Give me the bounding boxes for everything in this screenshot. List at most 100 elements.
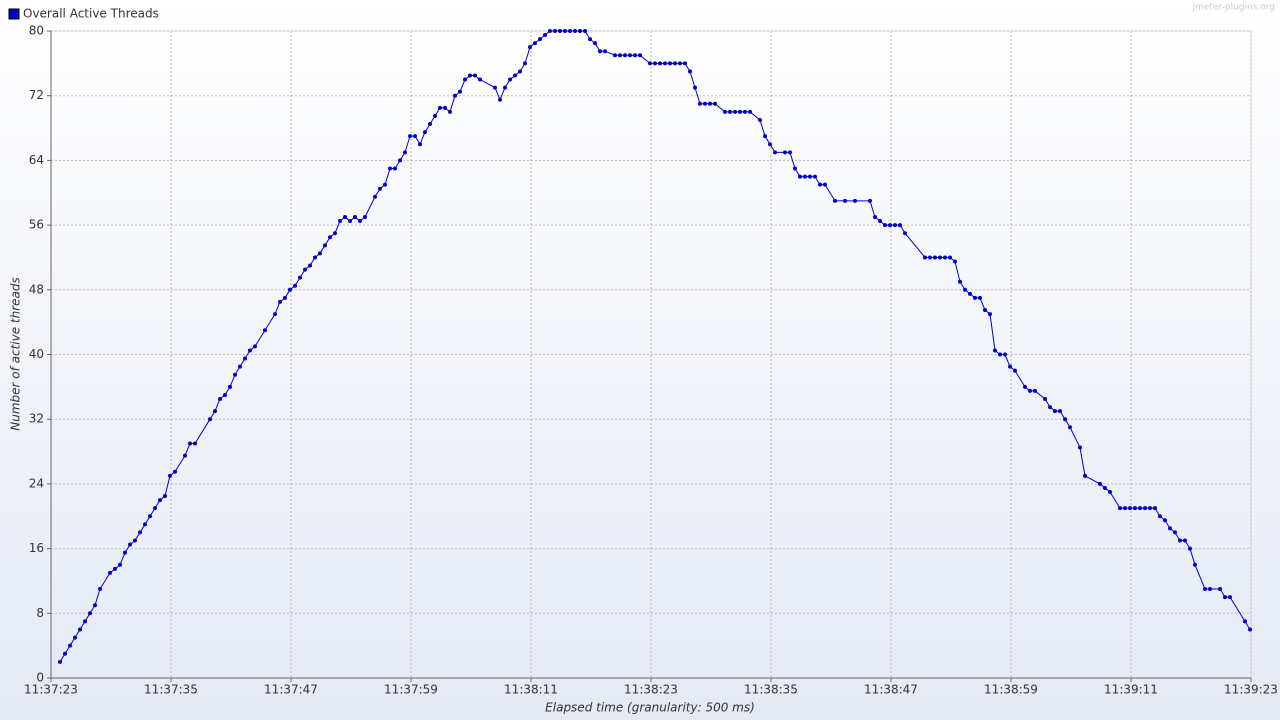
data-point [458, 89, 462, 94]
data-point [218, 396, 222, 401]
data-point [708, 101, 712, 106]
data-point [88, 611, 92, 616]
data-point [1188, 546, 1192, 551]
data-point [948, 255, 952, 260]
data-point [953, 259, 957, 264]
data-point [283, 295, 287, 300]
data-point [988, 312, 992, 317]
data-point [713, 101, 717, 106]
data-point [583, 29, 587, 33]
data-point [543, 33, 547, 38]
data-point [98, 587, 102, 592]
data-point [788, 150, 792, 155]
data-point [633, 53, 637, 58]
data-point [358, 219, 362, 224]
data-point [743, 109, 747, 114]
data-point [1043, 396, 1047, 401]
x-tick-label: 11:38:11 [504, 683, 558, 697]
data-point [338, 219, 342, 224]
data-point [938, 255, 942, 260]
data-point [228, 384, 232, 389]
data-point [958, 279, 962, 284]
data-point [553, 29, 557, 33]
data-point [1128, 506, 1132, 511]
data-point [1163, 518, 1167, 523]
data-point [113, 566, 117, 571]
data-point [548, 29, 552, 33]
data-point [533, 41, 537, 46]
data-point [123, 550, 127, 555]
data-point [133, 538, 137, 543]
data-point [783, 150, 787, 155]
data-point [798, 174, 802, 179]
data-point [293, 283, 297, 288]
data-point [723, 109, 727, 114]
data-point [1138, 506, 1142, 511]
data-point [598, 49, 602, 54]
data-point [253, 344, 257, 349]
y-tick-label: 48 [29, 282, 44, 296]
x-tick-label: 11:39:23 [1224, 683, 1278, 697]
y-tick-label: 40 [29, 347, 44, 361]
data-point [348, 219, 352, 224]
y-tick-label: 8 [36, 606, 44, 620]
data-point [1243, 619, 1247, 624]
data-point [878, 219, 882, 224]
data-point [628, 53, 632, 58]
data-point [158, 498, 162, 503]
data-point [923, 255, 927, 260]
watermark: jmeter-plugins.org [1192, 3, 1275, 13]
data-point [1178, 538, 1182, 543]
data-point [993, 348, 997, 353]
data-point [748, 109, 752, 114]
data-point [138, 530, 142, 535]
data-point [558, 29, 562, 33]
data-point [1183, 538, 1187, 543]
data-point [1103, 485, 1107, 490]
data-point [668, 61, 672, 66]
data-point [428, 122, 432, 127]
data-point [438, 105, 442, 110]
y-tick-label: 32 [29, 412, 44, 426]
data-point [343, 215, 347, 220]
x-tick-label: 11:38:23 [624, 683, 678, 697]
y-tick-label: 64 [29, 153, 44, 167]
data-point [278, 299, 282, 304]
data-point [93, 603, 97, 608]
data-point [413, 134, 417, 139]
data-point [873, 215, 877, 220]
data-point [888, 223, 892, 228]
data-point [1008, 364, 1012, 369]
data-point [768, 142, 772, 147]
data-point [733, 109, 737, 114]
data-point [1248, 627, 1252, 632]
data-point [398, 158, 402, 163]
x-tick-label: 11:38:59 [984, 683, 1038, 697]
data-point [963, 287, 967, 292]
data-point [168, 473, 172, 478]
data-point [328, 235, 332, 240]
x-axis-title: Elapsed time (granularity: 500 ms) [545, 701, 755, 715]
data-point [843, 198, 847, 203]
data-point [758, 117, 762, 122]
data-point [973, 295, 977, 300]
data-point [503, 85, 507, 90]
data-point [688, 69, 692, 74]
data-point [928, 255, 932, 260]
data-point [658, 61, 662, 66]
data-point [1058, 409, 1062, 414]
data-point [893, 223, 897, 228]
data-point [153, 506, 157, 511]
data-point [1053, 409, 1057, 414]
data-point [603, 49, 607, 54]
data-point [883, 223, 887, 228]
data-point [1158, 514, 1162, 519]
data-point [498, 97, 502, 102]
data-point [703, 101, 707, 106]
data-point [188, 441, 192, 446]
data-point [238, 364, 242, 369]
data-point [683, 61, 687, 66]
data-point [1173, 530, 1177, 535]
data-point [1078, 445, 1082, 450]
